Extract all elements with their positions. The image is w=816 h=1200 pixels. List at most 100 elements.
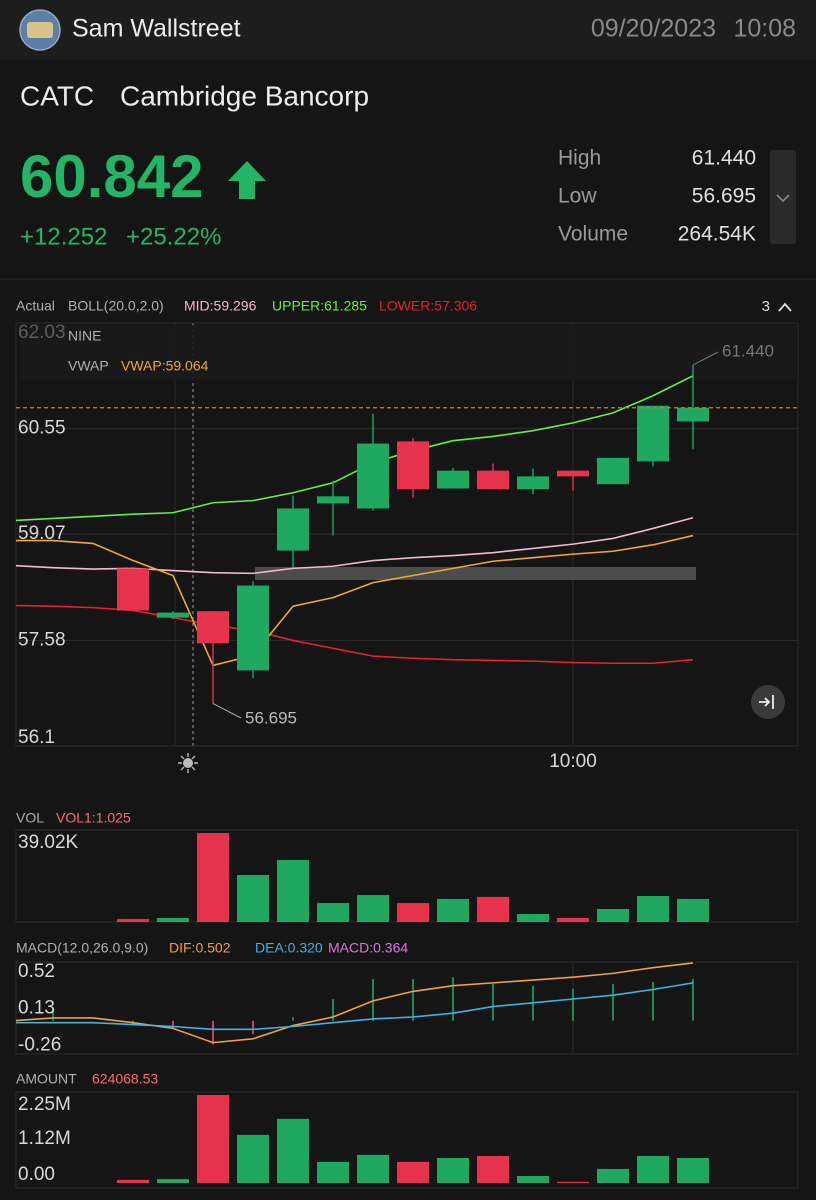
avatar[interactable]: [19, 9, 61, 51]
chart-label: VWAP: [68, 358, 109, 374]
bar: [117, 919, 149, 922]
candle-body: [477, 470, 509, 490]
high-annotation: 61.440: [722, 341, 774, 360]
legend-entry: DIF:0.502: [169, 940, 231, 956]
legend-entry: LOWER:57.306: [379, 298, 477, 314]
candle-body: [397, 441, 429, 490]
text-layer: 62.03 60.55 59.07 57.58 56.1 Actual BOLL(20.0,…: [16, 298, 774, 1185]
top-bar: [0, 0, 816, 60]
button-icon: [759, 695, 774, 709]
bar: [517, 1175, 549, 1183]
macd-frame: [15, 961, 799, 1055]
stat-value: 56.695: [692, 185, 756, 208]
bar: [517, 914, 549, 922]
user-name: Sam Wallstreet: [72, 15, 241, 43]
bar: [117, 1179, 149, 1183]
post-time: 10:08: [733, 15, 796, 43]
candle-body: [277, 508, 309, 551]
bar: [637, 895, 669, 922]
candle-body: [557, 470, 589, 477]
bar: [317, 1161, 349, 1183]
indicator-line: [16, 962, 694, 1044]
candle-body: [677, 407, 709, 422]
bar: [237, 875, 269, 922]
chart-label: BOLL(20.0,2.0): [68, 298, 164, 314]
indicator-line: [16, 375, 694, 522]
amount-frame: [15, 1091, 799, 1189]
dropdown-chevron: [776, 194, 790, 203]
sun-rays: [178, 753, 198, 773]
expand-chevron: [778, 302, 792, 312]
legend-entry: MID:59.296: [184, 298, 257, 314]
candle-body: [517, 476, 549, 490]
post-date: 09/20/2023: [591, 15, 716, 43]
indicator-line: [16, 982, 694, 1031]
bar: [477, 1156, 509, 1183]
candle-body: [637, 405, 669, 462]
bar: [197, 833, 229, 922]
candle-body: [157, 612, 189, 618]
legend-entry: MACD:0.364: [328, 940, 408, 956]
bar: [357, 895, 389, 922]
indicator-line: [16, 534, 694, 667]
y-tick-label: 56.1: [18, 727, 55, 748]
y-tick-label: 62.03: [18, 322, 66, 343]
marks-layer: [16, 351, 798, 1183]
y-tick-label: 0.00: [18, 1164, 55, 1185]
avatar-detail: [27, 22, 53, 38]
y-tick-label: 0.52: [18, 961, 55, 982]
panel-title: MACD(12.0,26.0,9.0): [16, 940, 148, 956]
sun-icon: [178, 753, 198, 773]
bar: [237, 1134, 269, 1183]
expand-count: 3: [762, 298, 770, 315]
bar: [677, 1157, 709, 1183]
stat-label: High: [558, 147, 601, 170]
bar: [557, 918, 589, 922]
candle-body: [117, 568, 149, 611]
bar: [597, 908, 629, 922]
bar: [197, 1095, 229, 1183]
legend-entry: UPPER:61.285: [272, 298, 367, 314]
bar: [397, 903, 429, 922]
panel-title: AMOUNT: [16, 1071, 77, 1087]
y-tick-label: 39.02K: [18, 832, 79, 853]
stat-value: 61.440: [692, 147, 756, 170]
bar: [437, 1157, 469, 1183]
bar: [437, 898, 469, 922]
symbol: CATC: [20, 80, 94, 111]
candle-body: [597, 457, 629, 485]
candle-body: [237, 585, 269, 671]
x-tick-label: 10:00: [549, 751, 597, 772]
avatar-ring: [19, 9, 61, 51]
expand-toggle[interactable]: 3: [762, 298, 792, 315]
sun-core: [183, 758, 193, 768]
bar: [277, 1118, 309, 1183]
highlight-band: [255, 567, 696, 580]
chart-label: Actual: [16, 298, 55, 314]
panel-indicator: VOL1:1.025: [56, 810, 131, 826]
y-tick-label: 1.12M: [18, 1128, 71, 1149]
y-tick-label: 57.58: [18, 629, 66, 650]
bar: [277, 859, 309, 922]
jump-latest-button[interactable]: [751, 685, 785, 719]
bar: [157, 1179, 189, 1183]
panel-title: VOL: [16, 810, 44, 826]
price-change: +12.252: [20, 223, 107, 250]
price: 60.842: [20, 143, 204, 210]
y-tick-label: 0.13: [18, 997, 55, 1018]
bar: [397, 1161, 429, 1183]
low-leader: [212, 703, 242, 719]
legend-entry: VWAP:59.064: [121, 358, 209, 374]
bar: [157, 918, 189, 922]
bar: [477, 896, 509, 922]
bar: [557, 1181, 589, 1183]
y-tick-label: -0.26: [18, 1034, 61, 1055]
y-tick-label: 60.55: [18, 418, 66, 439]
bar: [597, 1168, 629, 1183]
legend-entry: DEA:0.320: [255, 940, 323, 956]
stats-dropdown[interactable]: [770, 150, 796, 244]
company-name: Cambridge Bancorp: [120, 80, 369, 111]
candle-body: [197, 611, 229, 644]
